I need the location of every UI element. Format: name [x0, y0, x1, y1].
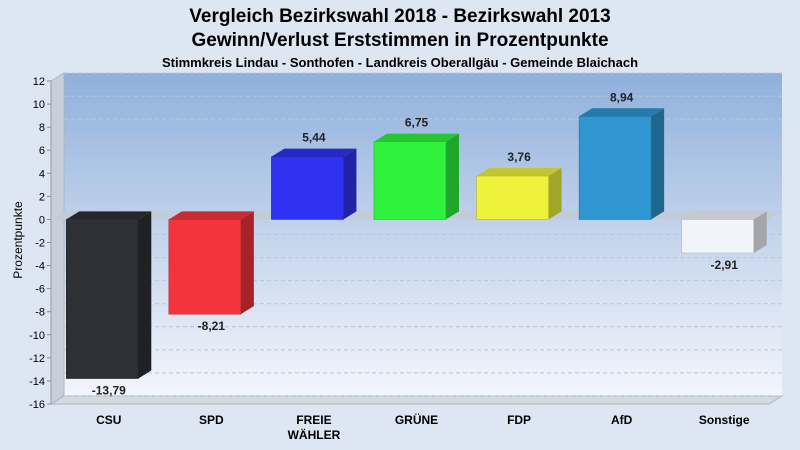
bar-front: [578, 115, 652, 220]
y-tick-label: 12: [33, 76, 45, 88]
y-tick-label: 4: [39, 168, 45, 180]
x-tick-label: GRÜNE: [395, 412, 438, 427]
bar-top: [579, 108, 665, 117]
bar: [681, 211, 767, 254]
y-tick-label: -4: [35, 261, 45, 273]
y-tick-label: 6: [39, 145, 45, 157]
chart-title: Vergleich Bezirkswahl 2018 - Bezirkswahl…: [189, 6, 611, 27]
plot-floor: [49, 395, 784, 405]
y-tick-label: -14: [29, 376, 45, 388]
bar-top: [374, 133, 459, 142]
bar: [373, 133, 459, 220]
data-label: 6,75: [405, 116, 429, 130]
y-tick-label: 8: [39, 122, 45, 134]
data-label: 5,44: [302, 131, 326, 145]
y-axis-title: Prozentpunkte: [11, 201, 25, 279]
y-tick-label: -16: [29, 399, 45, 411]
data-label: -8,21: [198, 319, 226, 333]
bar: [65, 211, 152, 379]
y-tick-label: -2: [35, 238, 45, 250]
data-label: 3,76: [507, 150, 531, 164]
data-label: -13,79: [92, 384, 126, 398]
bar-side: [651, 108, 665, 220]
chart-titles: Vergleich Bezirkswahl 2018 - Bezirkswahl…: [0, 4, 800, 71]
bar-front: [168, 219, 242, 315]
bar: [168, 211, 254, 315]
bar: [578, 108, 665, 220]
x-tick-label: FREIE: [296, 413, 331, 427]
y-tick-label: -10: [29, 330, 45, 342]
bar-side: [446, 133, 459, 220]
bar: [476, 168, 562, 220]
chart-title-line2: Gewinn/Verlust Erststimmen in Prozentpun…: [191, 30, 609, 51]
chart-subtitle: Stimmkreis Lindau - Sonthofen - Landkrei…: [161, 55, 639, 70]
bar-side: [548, 168, 562, 220]
y-tick-label: 2: [39, 191, 45, 203]
y-tick-label: 0: [39, 214, 45, 226]
plot-side-wall: [50, 72, 65, 405]
bar-side: [138, 211, 152, 379]
bar-top: [168, 211, 254, 220]
x-tick-label: AfD: [611, 413, 633, 427]
x-tick-label: CSU: [96, 413, 121, 427]
x-tick-label: SPD: [199, 413, 224, 427]
bar-top: [66, 211, 152, 220]
bar-side: [240, 211, 254, 315]
bar-front: [65, 219, 139, 379]
data-label: -2,91: [711, 258, 739, 272]
bar-side: [753, 211, 767, 253]
bar: [271, 148, 357, 220]
bar-front: [271, 156, 344, 220]
x-tick-label: Sonstige: [699, 413, 750, 427]
y-tick-label: -12: [29, 353, 45, 365]
x-tick-label-line2: WÄHLER: [288, 427, 341, 442]
bar-front: [373, 141, 447, 220]
x-tick-label: FDP: [507, 413, 531, 427]
bar-top: [681, 211, 767, 220]
bar-front: [476, 175, 549, 220]
y-tick-label: 10: [33, 99, 45, 111]
bar-side: [343, 148, 357, 220]
y-tick-label: -8: [35, 307, 45, 319]
bar-top: [271, 148, 357, 157]
bar-top: [476, 168, 562, 177]
bar-front: [681, 219, 755, 254]
y-tick-label: -6: [35, 284, 45, 296]
data-label: 8,94: [610, 90, 634, 104]
